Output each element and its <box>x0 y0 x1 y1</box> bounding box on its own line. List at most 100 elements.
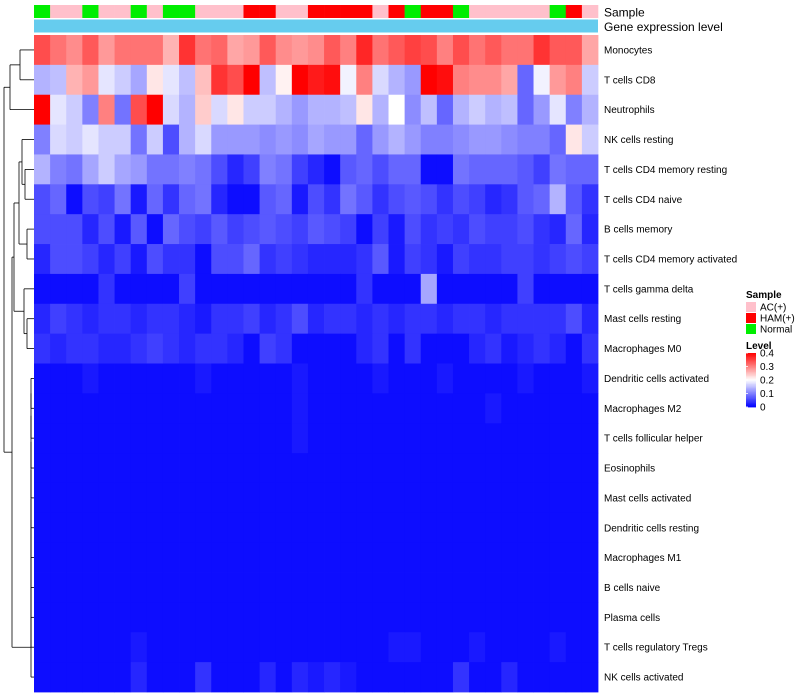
heatmap-cell <box>130 602 148 633</box>
row-label: Plasma cells <box>604 613 660 624</box>
heatmap-cell <box>179 333 196 364</box>
heatmap-cell <box>452 35 470 66</box>
heatmap-cell <box>243 482 260 514</box>
heatmap-cell <box>259 64 277 96</box>
heatmap-cell <box>517 482 534 514</box>
heatmap-cell <box>388 64 406 96</box>
heatmap-cell <box>565 154 583 185</box>
heatmap-cell <box>324 423 341 454</box>
heatmap-cell <box>565 94 583 125</box>
heatmap-cell <box>243 94 260 125</box>
heatmap-cell <box>485 244 502 275</box>
heatmap-cell <box>517 602 534 633</box>
heatmap-cell <box>275 154 293 185</box>
heatmap-cell <box>356 64 373 96</box>
heatmap-cell <box>227 214 244 245</box>
heatmap-cell <box>243 303 260 335</box>
heatmap-cell <box>227 184 244 215</box>
heatmap-cell <box>50 393 67 424</box>
heatmap-cell <box>581 423 599 454</box>
heatmap-cell <box>162 333 180 364</box>
heatmap-cell <box>452 124 470 155</box>
heatmap-cell <box>211 303 228 335</box>
heatmap-cell <box>420 64 438 96</box>
legend-level-gradient-step <box>746 367 756 370</box>
heatmap-cell <box>533 542 551 573</box>
heatmap-cell <box>436 632 454 663</box>
legend-sample: Sample AC(+)HAM(+)Normal <box>746 290 795 336</box>
heatmap-cell <box>324 662 341 693</box>
heatmap-cell <box>162 273 180 305</box>
heatmap-cell <box>501 35 518 66</box>
heatmap-cell <box>114 423 132 454</box>
heatmap-cell <box>501 214 518 245</box>
heatmap-cell <box>179 214 196 245</box>
heatmap-cell <box>82 423 99 454</box>
heatmap-cell <box>211 632 228 663</box>
heatmap-cell <box>501 154 518 185</box>
heatmap-cell <box>307 602 325 633</box>
heatmap-cell <box>565 423 583 454</box>
legend-level-gradient-step <box>746 357 756 359</box>
heatmap-cell <box>388 572 406 603</box>
heatmap-cell <box>404 512 422 544</box>
row-dendrogram <box>3 49 34 678</box>
legend-sample-label: AC(+) <box>760 303 786 314</box>
heatmap-cell <box>211 423 228 454</box>
heatmap-cell <box>291 303 309 335</box>
heatmap-cell <box>291 602 309 633</box>
heatmap-cell <box>404 35 422 66</box>
heatmap-cell <box>50 64 67 96</box>
heatmap-cell <box>195 184 212 215</box>
legend-level-gradient-step <box>746 382 756 385</box>
heatmap-cell <box>404 333 422 364</box>
heatmap-cell <box>549 94 567 125</box>
heatmap-cell <box>227 363 244 394</box>
heatmap-cell <box>485 184 502 215</box>
heatmap-cell <box>356 662 373 693</box>
legend-level-gradient-step <box>746 366 756 369</box>
heatmap-cell <box>34 602 51 633</box>
heatmap-cell <box>195 244 212 275</box>
heatmap-cell <box>291 35 309 66</box>
heatmap-cell <box>211 64 228 96</box>
heatmap-cell <box>388 35 406 66</box>
heatmap-cell <box>533 512 551 544</box>
heatmap-cell <box>404 94 422 125</box>
heatmap-cell <box>146 602 164 633</box>
heatmap-cell <box>581 393 599 424</box>
heatmap-cell <box>581 94 599 125</box>
heatmap-cell <box>98 512 115 544</box>
heatmap-cell <box>307 393 325 424</box>
heatmap-cell <box>340 333 357 364</box>
heatmap-cell <box>420 273 438 305</box>
heatmap-cell <box>130 273 148 305</box>
heatmap-cell <box>307 154 325 185</box>
heatmap-cell <box>66 393 83 424</box>
heatmap-cell <box>581 482 599 514</box>
heatmap-cell <box>98 64 115 96</box>
heatmap-cell <box>34 512 51 544</box>
heatmap-cell <box>533 482 551 514</box>
heatmap-cell <box>114 303 132 335</box>
heatmap-cell <box>259 542 277 573</box>
legend-level-tick-label: 0.3 <box>760 362 774 373</box>
heatmap-cell <box>485 94 502 125</box>
heatmap-cell <box>501 273 518 305</box>
heatmap-cell <box>549 542 567 573</box>
heatmap-cell <box>404 572 422 603</box>
sample-cell <box>356 5 373 18</box>
heatmap-cell <box>340 423 357 454</box>
annotation-label-sample: Sample <box>604 6 645 20</box>
heatmap-cell <box>162 35 180 66</box>
sample-cell <box>130 5 148 18</box>
heatmap-cell <box>243 363 260 394</box>
heatmap-cell <box>356 94 373 125</box>
sample-cell <box>243 5 260 18</box>
heatmap-cell <box>533 393 551 424</box>
heatmap-cell <box>372 184 389 215</box>
heatmap-cell <box>565 303 583 335</box>
heatmap-cell <box>452 154 470 185</box>
heatmap-cell <box>50 214 67 245</box>
heatmap-cell <box>179 542 196 573</box>
